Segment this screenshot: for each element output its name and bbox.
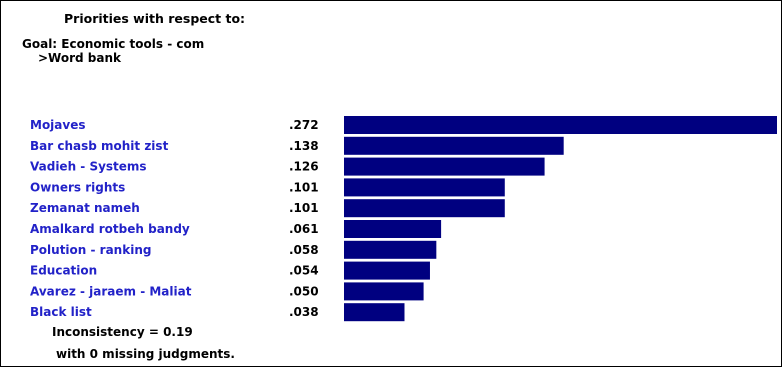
category-label: Bar chasb mohit zist bbox=[30, 139, 169, 153]
value-label: .126 bbox=[289, 160, 319, 174]
category-label: Amalkard rotbeh bandy bbox=[30, 222, 190, 236]
node-label: >Word bank bbox=[38, 51, 122, 65]
priority-bar bbox=[344, 240, 437, 259]
value-label: .101 bbox=[289, 201, 319, 215]
panel-title: Priorities with respect to: bbox=[64, 11, 246, 26]
priority-bar bbox=[344, 220, 442, 238]
priority-bar bbox=[344, 157, 545, 176]
priority-bar bbox=[344, 261, 430, 280]
priority-bar bbox=[344, 199, 505, 218]
goal-label: Goal: Economic tools - com bbox=[22, 37, 205, 51]
value-label: .101 bbox=[289, 180, 319, 194]
category-label: Polution - ranking bbox=[30, 243, 151, 257]
priority-bar bbox=[344, 136, 564, 155]
value-label: .054 bbox=[289, 264, 319, 278]
category-label: Owners rights bbox=[30, 180, 125, 194]
value-label: .272 bbox=[289, 118, 319, 132]
value-label: .061 bbox=[289, 222, 319, 236]
value-label: .138 bbox=[289, 139, 319, 153]
category-label: Education bbox=[30, 264, 97, 278]
priority-bar bbox=[344, 303, 405, 322]
category-label: Vadieh - Systems bbox=[30, 160, 147, 174]
category-label: Zemanat nameh bbox=[30, 201, 140, 215]
category-label: Mojaves bbox=[30, 118, 86, 132]
priority-bar bbox=[344, 282, 424, 301]
priority-bar bbox=[344, 116, 777, 134]
value-label: .058 bbox=[289, 243, 319, 257]
missing-judgments-text: with 0 missing judgments. bbox=[56, 347, 235, 361]
value-label: .038 bbox=[289, 305, 319, 319]
category-label: Avarez - jaraem - Maliat bbox=[30, 284, 192, 298]
category-label: Black list bbox=[30, 305, 92, 319]
priority-bar bbox=[344, 178, 505, 197]
inconsistency-text: Inconsistency = 0.19 bbox=[52, 325, 193, 339]
value-label: .050 bbox=[289, 284, 319, 298]
